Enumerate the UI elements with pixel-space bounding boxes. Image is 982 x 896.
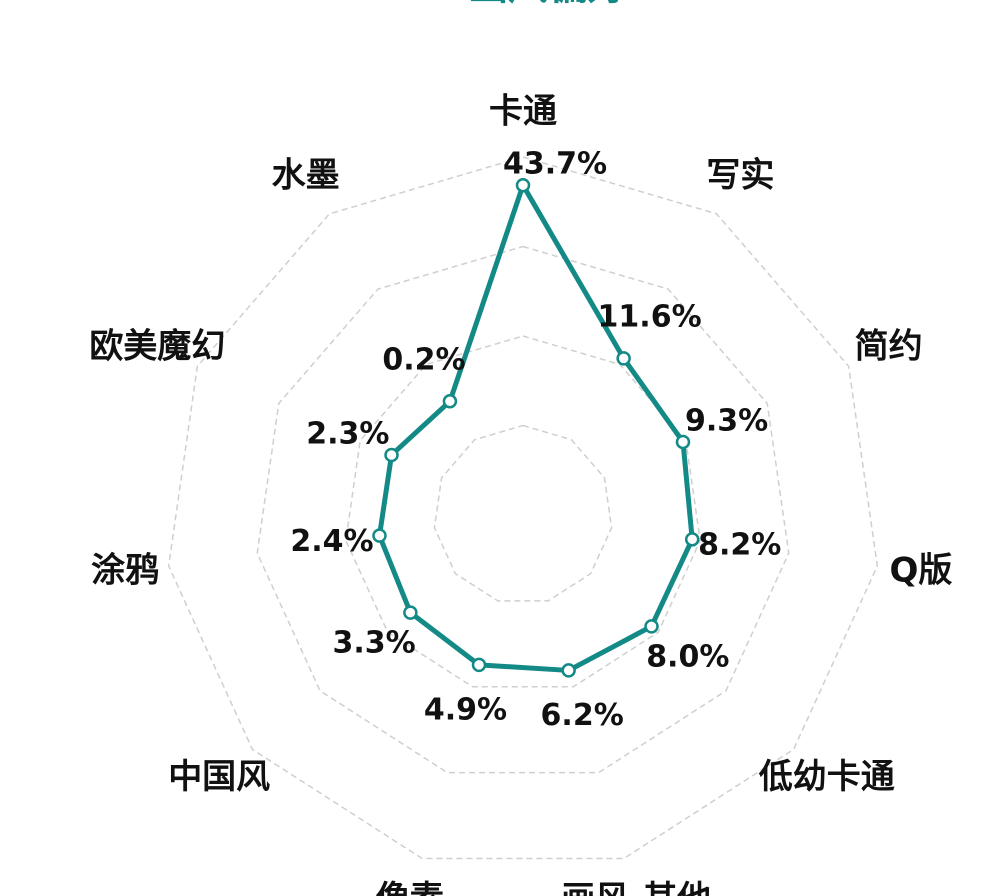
category-label: 欧美魔幻: [89, 327, 225, 367]
category-label: 中国风: [168, 757, 270, 797]
data-point: [675, 434, 691, 450]
data-point: [471, 657, 487, 673]
value-label: 4.9%: [424, 692, 507, 727]
value-label: 43.7%: [503, 147, 607, 182]
category-label: 涂鸦: [91, 551, 159, 591]
category-label: 低幼卡通: [759, 757, 895, 797]
category-label: 水墨: [272, 155, 340, 195]
data-point: [684, 532, 700, 547]
category-label: 简约: [855, 327, 923, 367]
value-label: 8.2%: [698, 528, 781, 563]
chart-title: 画风偏好: [468, 0, 628, 9]
radar-line: [376, 182, 695, 673]
data-point: [442, 394, 458, 409]
category-label: Q版: [889, 551, 952, 591]
data-point: [561, 663, 576, 678]
value-label: 0.2%: [382, 342, 465, 377]
value-label: 6.2%: [541, 698, 624, 733]
value-label: 3.3%: [333, 626, 416, 661]
value-label: 2.3%: [306, 417, 389, 452]
category-label: 画风-其他: [561, 879, 711, 896]
grid-ring: [256, 245, 790, 774]
category-label: 像素: [376, 879, 444, 896]
data-point: [372, 528, 387, 543]
data-point: [616, 351, 631, 366]
grid-ring: [433, 424, 613, 602]
data-point: [384, 447, 399, 463]
grid-ring: [167, 156, 879, 860]
value-label: 9.3%: [685, 404, 768, 439]
value-label: 8.0%: [646, 639, 729, 674]
data-point: [515, 177, 531, 193]
value-label: 2.4%: [290, 524, 373, 559]
category-label: 卡通: [489, 92, 557, 132]
data-point: [644, 619, 659, 634]
category-label: 写实: [706, 155, 774, 195]
data-point: [403, 605, 418, 620]
value-label: 11.6%: [598, 300, 702, 335]
